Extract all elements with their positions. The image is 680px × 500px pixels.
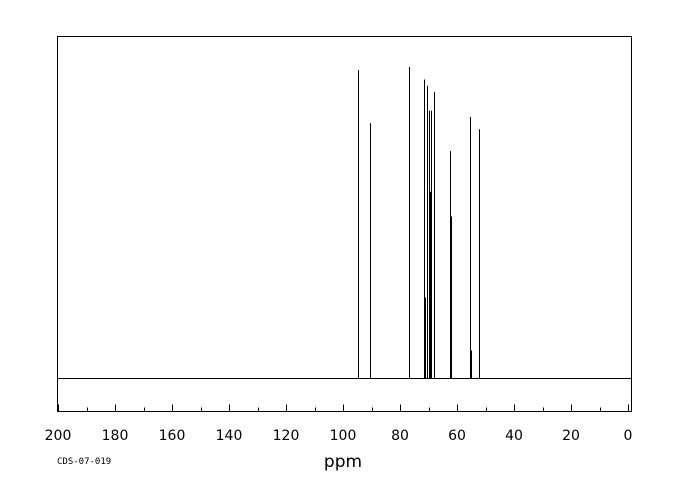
x-tick-label: 180 [102,428,129,444]
spectrum-code-label: CDS-07-019 [57,457,111,467]
x-axis-tick-labels: 200 180 160 140 120 100 80 60 40 20 0 [45,428,633,444]
x-tick-label: 20 [562,428,580,444]
x-tick-label: 0 [624,428,633,444]
x-tick-label: 80 [391,428,409,444]
plot-frame [57,36,632,412]
x-tick-label: 200 [45,428,72,444]
x-axis-title: ppm [324,452,362,472]
x-tick-label: 140 [216,428,243,444]
x-tick-label: 100 [330,428,357,444]
x-axis-ticks [58,404,629,412]
x-tick-label: 40 [505,428,523,444]
x-tick-label: 160 [159,428,186,444]
x-tick-label: 60 [448,428,466,444]
x-tick-label: 120 [273,428,300,444]
peaks-group [358,67,480,379]
